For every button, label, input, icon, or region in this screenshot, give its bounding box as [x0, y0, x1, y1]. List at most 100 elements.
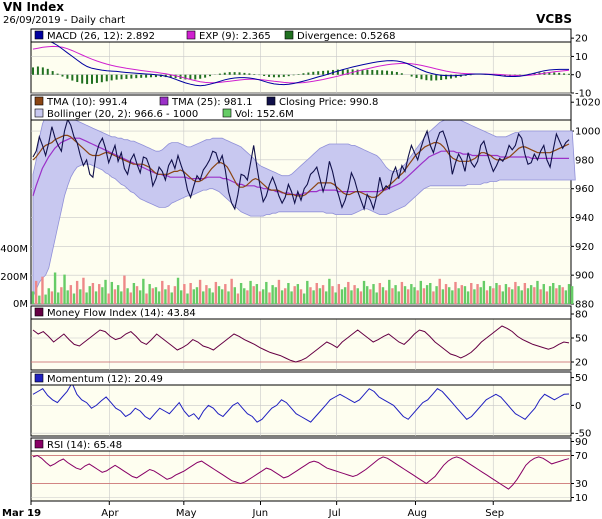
chart-source: VCBS — [536, 12, 572, 26]
volume-bar — [224, 284, 227, 304]
volume-bar — [321, 285, 325, 304]
volume-bar — [511, 289, 514, 304]
price-ytick-label-1: 1000 — [575, 127, 600, 138]
mfi-line — [32, 325, 570, 363]
volume-bar — [375, 292, 378, 304]
volume-bar — [353, 285, 356, 304]
volume-bar — [413, 287, 416, 304]
mfi-ytick-label-2: 20 — [575, 358, 588, 369]
x-tick-label-0: Mar 19 — [2, 508, 41, 519]
volume-bar — [202, 291, 205, 304]
volume-bar — [88, 286, 91, 304]
volume-bar — [457, 288, 460, 304]
volume-bar — [359, 291, 363, 304]
volume-bar — [113, 289, 117, 304]
rsi-ytick-label-0: 90 — [575, 437, 588, 448]
volume-bar — [287, 283, 290, 304]
volume-bar — [271, 285, 274, 304]
volume-bar — [176, 277, 180, 304]
volume-bar — [41, 276, 44, 304]
volume-bar — [315, 283, 318, 304]
closing-price-line — [32, 118, 570, 211]
x-tick-label-5: Aug — [407, 508, 427, 519]
volume-bar — [366, 286, 369, 304]
volume-bar — [280, 290, 284, 304]
volume-bar — [438, 278, 441, 304]
volume-bar — [293, 286, 296, 304]
mfi-legend-bg — [30, 305, 572, 320]
volume-bar — [236, 293, 240, 304]
volume-bar — [189, 283, 192, 304]
bollinger-band — [32, 113, 576, 297]
price-legend-label-3: Bollinger (20, 2): 966.6 - 1000 — [47, 109, 198, 120]
volume-bar — [186, 293, 189, 304]
volume-bar — [429, 283, 432, 304]
momentum-legend-swatch-0 — [34, 373, 44, 383]
volume-bar — [252, 286, 255, 304]
volume-bar — [552, 283, 555, 304]
volume-bar — [337, 284, 341, 304]
volume-bar — [492, 288, 495, 304]
price-ytick-label-2: 980 — [575, 155, 594, 166]
volume-bar — [208, 288, 211, 304]
macd-line — [32, 39, 569, 87]
mfi-ytick-label-1: 50 — [575, 334, 588, 345]
rsi-ytick-label-2: 30 — [575, 479, 588, 490]
price-ytick-label-3: 960 — [575, 184, 594, 195]
volume-bar — [198, 279, 202, 304]
volume-bar — [69, 285, 73, 304]
volume-bar — [239, 283, 243, 304]
volume-bar — [407, 289, 410, 304]
macd-ytick-label-2: 0 — [575, 70, 581, 81]
volume-bar — [463, 286, 467, 304]
volume-bar — [441, 289, 445, 304]
price-ytick-label-4: 940 — [575, 213, 594, 224]
volume-bar — [255, 284, 259, 304]
price-legend-label-2: Closing Price: 990.8 — [279, 97, 378, 108]
volume-bar — [362, 280, 366, 304]
macd-ytick-label-0: 20 — [575, 34, 588, 45]
volume-bar — [258, 291, 262, 304]
volume-bar — [520, 290, 523, 304]
volume-bar — [325, 291, 328, 304]
volume-bar — [296, 284, 300, 304]
volume-bar — [151, 288, 155, 304]
volume-bar — [265, 281, 268, 304]
volume-bar — [466, 291, 470, 304]
volume-bar — [192, 289, 195, 304]
volume-bar — [334, 292, 337, 304]
volume-bar — [154, 287, 158, 304]
volume-bar — [381, 287, 385, 304]
volume-bar — [53, 272, 57, 304]
volume-bar — [195, 287, 199, 304]
price-legend-swatch-4 — [222, 108, 232, 118]
volume-bar — [79, 289, 82, 304]
price-ytick-label-6: 900 — [575, 271, 594, 282]
volume-bar — [422, 288, 426, 304]
volume-bar — [378, 283, 382, 304]
volume-bar — [126, 288, 129, 304]
volume-bar — [72, 293, 76, 304]
volume-bar — [101, 287, 104, 304]
volume-bar — [227, 291, 230, 304]
volume-bar — [31, 291, 35, 304]
volume-bar — [558, 285, 561, 304]
price-legend-label-0: TMA (10): 991.4 — [46, 97, 127, 108]
volume-bar — [38, 295, 41, 304]
volume-bar — [249, 280, 252, 304]
price-legend-label-1: TMA (25): 981.1 — [171, 97, 252, 108]
volume-bar — [343, 287, 347, 304]
volume-bar — [98, 284, 101, 304]
volume-bar — [268, 292, 271, 304]
macd-legend-swatch-1 — [186, 30, 196, 40]
volume-bar — [394, 285, 397, 304]
volume-bar — [164, 289, 167, 304]
momentum-ytick-label-2: -50 — [575, 429, 591, 440]
rsi-legend-swatch-0 — [34, 439, 44, 449]
volume-bar — [104, 279, 107, 304]
volume-bar — [284, 288, 287, 304]
price-legend-label-4: Vol: 152.6M — [235, 109, 294, 120]
momentum-ytick-label-1: 0 — [575, 401, 581, 412]
volume-bar — [485, 290, 489, 304]
